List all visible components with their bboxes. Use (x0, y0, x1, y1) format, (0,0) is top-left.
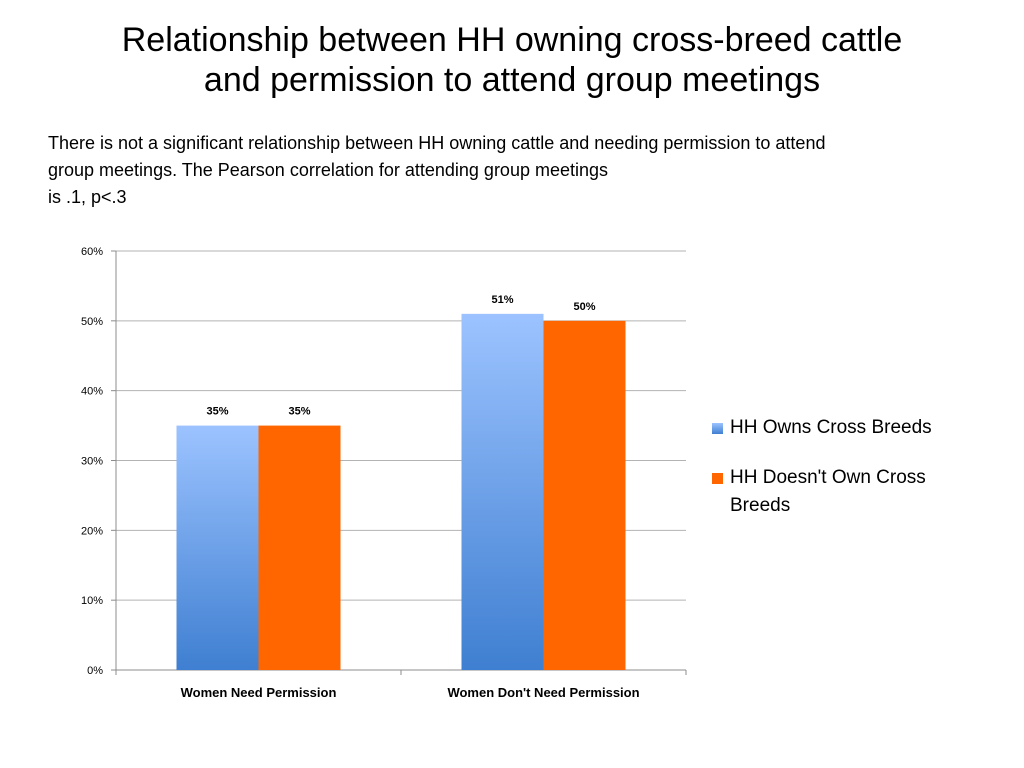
y-tick-label: 50% (81, 316, 103, 328)
x-category-label: Women Don't Need Permission (447, 685, 639, 700)
y-tick-label: 40% (81, 386, 103, 398)
y-tick-label: 0% (87, 665, 103, 677)
bar-value-label: 35% (288, 406, 310, 418)
x-category-label: Women Need Permission (181, 685, 337, 700)
slide-body-text: There is not a significant relationship … (48, 130, 988, 211)
y-tick-label: 10% (81, 595, 103, 607)
bar (461, 313, 544, 670)
body-line-3: is .1, p<.3 (48, 187, 127, 207)
bar (543, 320, 626, 670)
y-tick-label: 30% (81, 456, 103, 468)
bar (258, 425, 341, 670)
legend-swatch-owns (712, 423, 723, 434)
legend-item-owns: HH Owns Cross Breeds (712, 414, 972, 442)
bars (176, 313, 626, 670)
legend-item-doesnt-own: HH Doesn't Own Cross Breeds (712, 464, 972, 520)
bar-value-label: 51% (491, 294, 513, 306)
y-tick-label: 60% (81, 246, 103, 258)
bar-value-label: 35% (206, 406, 228, 418)
y-tick-label: 20% (81, 525, 103, 537)
slide-title: Relationship between HH owning cross-bre… (0, 20, 1024, 100)
legend-label-owns: HH Owns Cross Breeds (730, 417, 932, 438)
title-line-2: and permission to attend group meetings (203, 61, 821, 99)
data-labels: 35% 35% 51% 50% (206, 294, 595, 418)
bar-value-label: 50% (573, 301, 595, 313)
legend-swatch-doesnt-own (712, 473, 723, 484)
body-line-2: group meetings. The Pearson correlation … (48, 160, 609, 180)
axes: 0% 10% 20% 30% 40% 50% 60% Women Need Permissio… (81, 246, 687, 700)
chart-legend: HH Owns Cross Breeds HH Doesn't Own Cros… (712, 414, 972, 542)
bar (176, 425, 259, 670)
title-line-1: Relationship between HH owning cross-bre… (121, 21, 903, 59)
legend-label-doesnt-own: HH Doesn't Own Cross Breeds (730, 467, 926, 516)
body-line-1: There is not a significant relationship … (48, 133, 826, 153)
